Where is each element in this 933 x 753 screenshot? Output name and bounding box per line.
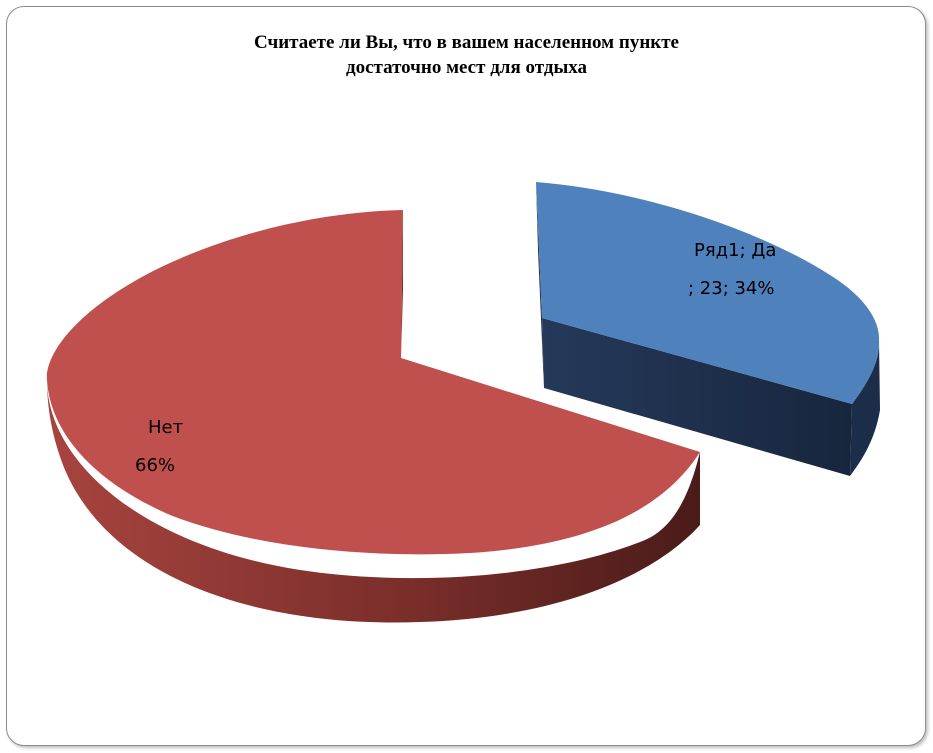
legend-key-da [666,239,677,250]
pie-slice-da-top [536,182,880,404]
pie-slice-da [536,182,880,476]
data-label-net-line-2: 66% [135,455,175,476]
pie-slice-da-outer [850,340,880,476]
chart-title: Считаете ли Вы, что в вашем населенном п… [0,30,933,80]
data-label-net-line-1: Нет [148,417,183,438]
pie-slice-da-front [542,318,852,476]
data-label-da-line-1: Ряд1; Да [694,240,776,261]
pie-slice-da-side-inner [536,182,544,388]
legend-key-net [109,421,120,432]
pie-slice-net-cut [401,210,403,358]
chart-title-line-1: Считаете ли Вы, что в вашем населенном п… [254,32,679,53]
data-label-net: Нет 66% [109,417,183,476]
data-label-da-line-2: ; 23; 34% [688,278,774,299]
chart-title-line-2: достаточно мест для отдыха [345,57,588,78]
pie-slice-net-top [46,210,701,555]
data-label-da: Ряд1; Да ; 23; 34% [666,239,776,299]
pie-slice-net [46,210,701,623]
pie-slice-net-side [47,380,700,623]
